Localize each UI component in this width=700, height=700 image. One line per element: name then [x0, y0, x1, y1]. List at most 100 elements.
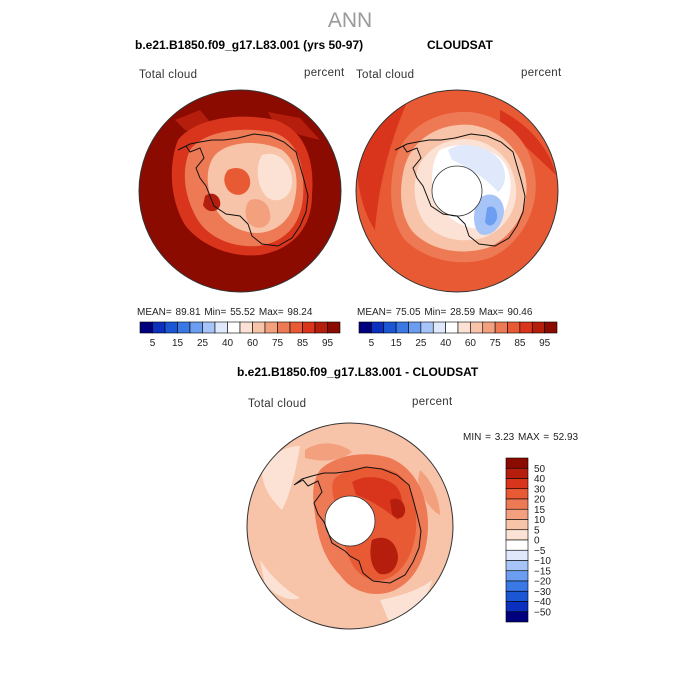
colorbar-3-tick-label: 40 — [534, 474, 546, 485]
panel-3-min-value: 3.23 — [494, 432, 515, 443]
colorbar-2-tick-label: 40 — [440, 338, 452, 349]
colorbar-3-swatch — [505, 560, 529, 572]
colorbar-3-swatch — [505, 580, 529, 592]
colorbar-1-tick-label: 85 — [297, 338, 309, 349]
colorbar-1-swatch — [252, 321, 266, 334]
colorbar-3-tick-label: 50 — [534, 464, 546, 475]
colorbar-2-swatch — [383, 321, 397, 334]
colorbar-3-swatch — [505, 488, 529, 500]
colorbar-1-swatch — [177, 321, 191, 334]
colorbar-3-swatch — [505, 590, 529, 602]
panel-1-max-value: 98.24 — [287, 307, 313, 318]
colorbar-2: 5 15 25 40 60 75 85 95 — [358, 321, 558, 349]
colorbar-3-swatch — [505, 519, 529, 531]
colorbar-2-swatch — [482, 321, 496, 334]
panel-1-title: b.e21.B1850.f09_g17.L83.001 (yrs 50-97) — [135, 38, 364, 52]
panel-1-mean-value: 89.81 — [175, 307, 201, 318]
map-1-boundary — [138, 89, 342, 293]
colorbar-2-swatch — [432, 321, 446, 334]
panel-1-mean-label: MEAN= — [137, 307, 172, 318]
colorbar-1-swatch — [314, 321, 328, 334]
map-3-boundary — [246, 422, 454, 630]
colorbar-3-swatch — [505, 467, 529, 479]
colorbar-1-swatch — [302, 321, 316, 334]
colorbar-2-swatch — [445, 321, 459, 334]
colorbar-2-swatch — [544, 321, 558, 334]
colorbar-3-tick-label: 10 — [534, 515, 546, 526]
panel-2-mean-value: 75.05 — [395, 307, 421, 318]
colorbar-3-tick-label: −5 — [534, 546, 546, 557]
panel-2-max-label: Max= — [478, 307, 504, 318]
colorbar-3-swatch — [505, 570, 529, 582]
colorbar-3-tick-label: 15 — [534, 505, 546, 516]
colorbar-1-swatch — [164, 321, 178, 334]
colorbar-1-swatch — [139, 321, 153, 334]
panel-2-max-value: 90.46 — [507, 307, 533, 318]
colorbar-3-tick-label: −20 — [534, 577, 551, 588]
colorbar-2-swatch — [358, 321, 372, 334]
colorbar-3-tick-label: −50 — [534, 607, 551, 618]
colorbar-1-swatch — [202, 321, 216, 334]
map-2-coastline — [394, 133, 526, 247]
map-2-field — [356, 90, 558, 292]
panel-1-stats: MEAN= 89.81 Min= 55.52 Max= 98.24 — [137, 307, 312, 318]
colorbar-1-tick-label: 40 — [222, 338, 234, 349]
panel-2-units-label: percent — [521, 67, 562, 79]
panel-2-mean-label: MEAN= — [357, 307, 392, 318]
panel-1-variable-label: Total cloud — [139, 69, 198, 81]
colorbar-2-swatch — [494, 321, 508, 334]
map-2-boundary — [355, 89, 559, 293]
panel-1-max-label: Max= — [258, 307, 284, 318]
colorbar-3-tick-label: −15 — [534, 566, 551, 577]
panel-2-min-value: 28.59 — [450, 307, 476, 318]
panel-2-title: CLOUDSAT — [427, 38, 493, 52]
panel-3-title: b.e21.B1850.f09_g17.L83.001 - CLOUDSAT — [237, 365, 479, 379]
colorbar-3-swatch — [505, 611, 529, 623]
colorbar-1-swatch — [227, 321, 241, 334]
colorbar-2-swatch — [371, 321, 385, 334]
colorbar-3-tick-label: 20 — [534, 495, 546, 506]
colorbar-2-swatch — [507, 321, 521, 334]
map-1 — [138, 89, 342, 293]
colorbar-1-swatch — [189, 321, 203, 334]
colorbar-3-swatch — [505, 498, 529, 510]
colorbar-1-tick-label: 25 — [197, 338, 209, 349]
panel-3-min-label: MIN = — [463, 432, 491, 443]
colorbar-3-tick-label: 30 — [534, 484, 546, 495]
colorbar-2-tick-label: 5 — [369, 338, 375, 349]
colorbar-1-swatch — [239, 321, 253, 334]
panel-1-min-label: Min= — [204, 307, 227, 318]
colorbar-2-tick-label: 60 — [465, 338, 477, 349]
panel-2-min-label: Min= — [424, 307, 447, 318]
panel-2-stats: MEAN= 75.05 Min= 28.59 Max= 90.46 — [357, 307, 532, 318]
colorbar-1-swatch — [277, 321, 291, 334]
colorbar-1-tick-label: 95 — [322, 338, 334, 349]
colorbar-1-swatch — [152, 321, 166, 334]
panel-3-max-value: 52.93 — [553, 432, 579, 443]
colorbar-2-tick-label: 95 — [539, 338, 551, 349]
colorbar-3-tick-label: 0 — [534, 536, 540, 547]
map-3-coastline — [293, 466, 422, 584]
map-3-field — [247, 423, 453, 629]
colorbar-2-swatch — [395, 321, 409, 334]
colorbar-1-tick-label: 60 — [247, 338, 259, 349]
colorbar-3-swatch — [505, 457, 529, 469]
colorbar-1-swatch — [214, 321, 228, 334]
colorbar-3-swatch — [505, 539, 529, 551]
colorbar-1: 5 15 25 40 60 75 85 95 — [139, 321, 341, 349]
colorbar-2-swatch — [519, 321, 533, 334]
colorbar-2-swatch — [457, 321, 471, 334]
colorbar-3-tick-label: −10 — [534, 556, 551, 567]
panel-3-stats: MIN = 3.23 MAX = 52.93 — [463, 432, 578, 443]
colorbar-3-tick-label: 5 — [534, 525, 540, 536]
colorbar-1-swatch — [289, 321, 303, 334]
colorbar-2-swatch — [420, 321, 434, 334]
colorbar-2-tick-label: 85 — [514, 338, 526, 349]
colorbar-2-swatch — [531, 321, 545, 334]
map-3-pole-hole — [324, 495, 376, 547]
map-2 — [355, 89, 559, 293]
colorbar-1-tick-label: 15 — [172, 338, 184, 349]
colorbar-2-swatch — [408, 321, 422, 334]
